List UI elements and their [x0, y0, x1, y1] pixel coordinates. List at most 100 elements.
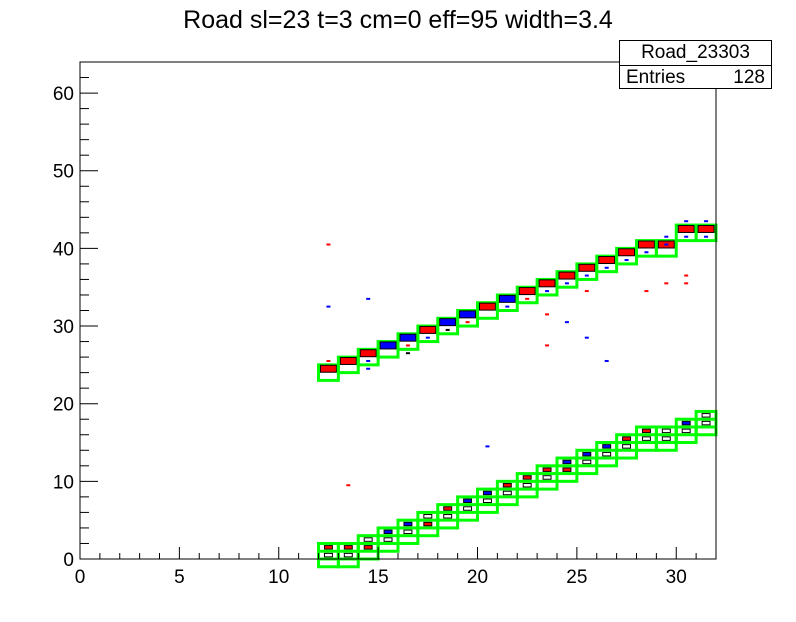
- hit-mark: [425, 336, 430, 339]
- lower-road-a-cell: [701, 413, 711, 418]
- upper-road-cell: [618, 248, 636, 257]
- outlier-mark: [485, 445, 490, 448]
- upper-road-cell: [578, 263, 596, 272]
- lower-road-b-cell: [463, 506, 473, 511]
- lower-road-b-cell: [602, 451, 612, 457]
- lower-road-b-cell: [343, 552, 353, 558]
- y-tick-label: 10: [53, 472, 74, 493]
- stats-entries-label: Entries: [626, 67, 686, 88]
- lower-road-a-cell: [681, 420, 691, 426]
- y-tick-label: 60: [53, 84, 74, 105]
- hit-mark: [584, 274, 589, 277]
- hit-mark: [684, 235, 689, 238]
- outlier-mark: [584, 290, 589, 293]
- lower-road-b-cell: [661, 436, 671, 441]
- outlier-mark: [584, 336, 589, 339]
- x-tick-label: 15: [368, 567, 389, 588]
- upper-road-cell: [498, 294, 516, 303]
- lower-road-a-cell: [463, 498, 473, 504]
- lower-road-a-cell: [641, 428, 651, 434]
- y-tick-label: 50: [53, 162, 74, 183]
- outlier-mark: [366, 297, 371, 300]
- hit-mark: [624, 259, 629, 262]
- upper-road-cell: [379, 341, 397, 350]
- lower-road-b-cell: [482, 498, 492, 504]
- y-tick-label: 20: [53, 395, 74, 416]
- lower-road-b-cell: [383, 537, 393, 542]
- hit-mark: [465, 321, 470, 324]
- upper-road-cell: [399, 333, 417, 342]
- x-tick-label: 25: [566, 567, 587, 588]
- outlier-mark: [326, 305, 331, 308]
- outlier-mark: [644, 290, 649, 293]
- lower-road-b-cell: [403, 529, 413, 535]
- hit-mark: [405, 352, 410, 355]
- hit-mark: [704, 235, 709, 238]
- x-tick-label: 0: [75, 567, 86, 588]
- outlier-mark: [545, 344, 550, 347]
- upper-road-cell: [598, 256, 616, 265]
- hit-mark: [604, 266, 609, 269]
- hit-mark: [704, 220, 709, 223]
- lower-road-b-cell: [522, 482, 532, 488]
- lower-road-a-cell: [661, 428, 671, 434]
- hit-mark: [366, 367, 371, 370]
- lower-road-b-cell: [582, 459, 592, 465]
- y-tick-label: 30: [53, 317, 74, 338]
- outlier-mark: [545, 313, 550, 316]
- lower-road-b-cell: [562, 467, 572, 472]
- hit-mark: [405, 344, 410, 347]
- hit-mark: [505, 305, 510, 308]
- hit-mark: [366, 359, 371, 362]
- hit-mark: [664, 235, 669, 238]
- plot-frame: [79, 61, 717, 560]
- hit-mark: [525, 297, 530, 300]
- lower-road-a-cell: [602, 444, 612, 449]
- lower-road-a-cell: [363, 537, 373, 542]
- hit-mark: [445, 328, 450, 331]
- hit-mark: [684, 220, 689, 223]
- lower-road-b-cell: [641, 436, 651, 441]
- lower-road-a-cell: [343, 545, 353, 550]
- lower-road-a-cell: [622, 436, 632, 441]
- upper-road-cell: [439, 318, 457, 327]
- lower-road-a-cell: [582, 451, 592, 457]
- lower-road-b-cell: [502, 490, 512, 496]
- lower-road-a-cell: [482, 490, 492, 496]
- upper-road-cell: [359, 349, 377, 358]
- lower-road-a-cell: [383, 529, 393, 535]
- upper-road-cell: [319, 364, 337, 373]
- chart-title: Road sl=23 t=3 cm=0 eff=95 width=3.4: [183, 6, 613, 34]
- lower-road-b-cell: [443, 514, 453, 519]
- upper-road-cell: [677, 224, 695, 233]
- upper-road-cell: [339, 356, 357, 365]
- outlier-mark: [684, 274, 689, 277]
- outlier-mark: [326, 243, 331, 246]
- lower-road-a-cell: [403, 521, 413, 527]
- lower-road-a-cell: [323, 545, 333, 550]
- lower-road-b-cell: [363, 545, 373, 550]
- lower-road-a-cell: [502, 482, 512, 488]
- lower-road-b-cell: [622, 444, 632, 449]
- y-tick-label: 0: [63, 550, 74, 571]
- hit-mark: [644, 251, 649, 254]
- lower-road-a-cell: [562, 459, 572, 465]
- lower-road-b-cell: [701, 420, 711, 426]
- stats-entries-value: 128: [733, 67, 765, 88]
- upper-road-cell: [459, 310, 477, 319]
- lower-road-b-cell: [542, 475, 552, 480]
- x-tick-label: 20: [467, 567, 488, 588]
- outlier-mark: [564, 321, 569, 324]
- outlier-mark: [664, 282, 669, 285]
- upper-road-cell: [637, 240, 655, 249]
- x-tick-label: 10: [268, 567, 289, 588]
- hit-mark: [545, 290, 550, 293]
- lower-road-b-cell: [323, 552, 333, 558]
- upper-road-cell: [419, 325, 437, 334]
- lower-road-b-cell: [423, 521, 433, 527]
- hit-mark: [326, 359, 331, 362]
- x-tick-label: 30: [666, 567, 687, 588]
- outlier-mark: [684, 282, 689, 285]
- lower-road-b-cell: [681, 428, 691, 434]
